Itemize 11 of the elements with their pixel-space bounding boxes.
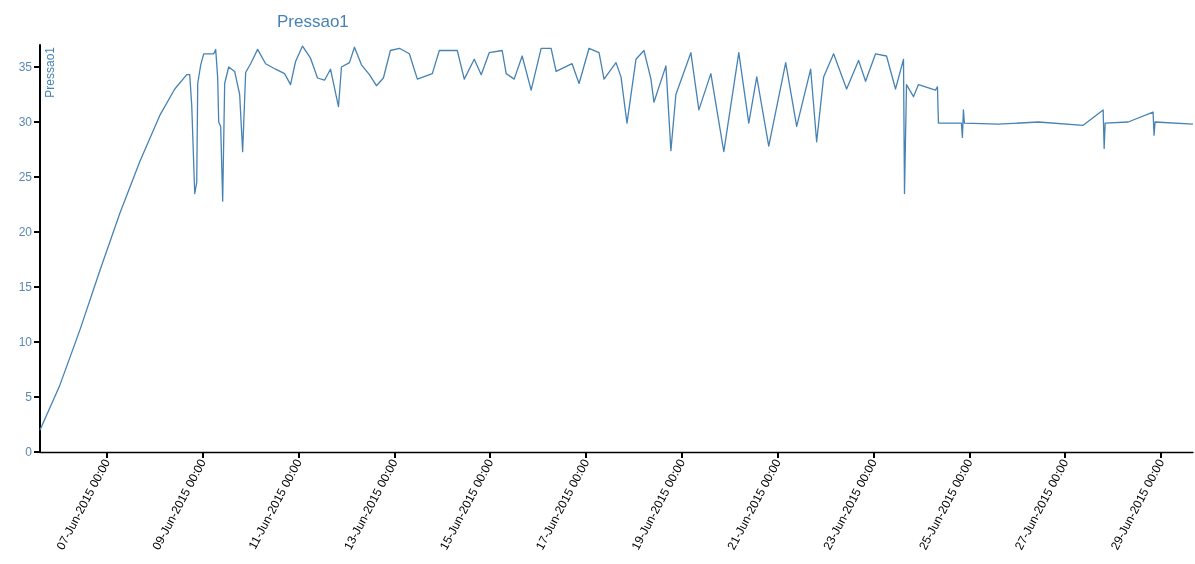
y-tick-label: 15 [18,280,33,294]
y-tick-label: 20 [18,225,33,239]
y-tick-label: 25 [18,170,33,184]
y-tick-label: 5 [25,390,33,404]
y-tick-label: 0 [25,445,33,459]
y-tick-label: 30 [18,115,33,129]
line-series [39,45,1194,431]
chart-title: Pressao1 [277,12,349,31]
y-tick-label: 10 [18,335,33,349]
y-axis-title: Pressao1 [43,46,57,98]
y-tick-label: 35 [18,60,33,74]
